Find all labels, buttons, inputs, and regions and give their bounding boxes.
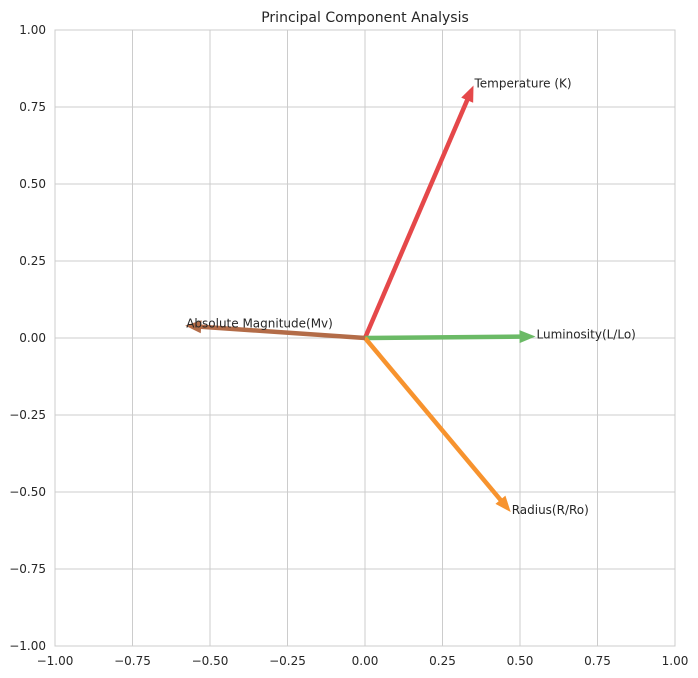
vector-shaft	[363, 336, 504, 503]
vector-labels: Temperature (K) Luminosity(L/Lo) Radius(R/…	[186, 76, 636, 517]
y-tick-label: 0.00	[19, 331, 46, 345]
x-tick-label: −0.75	[114, 654, 151, 668]
vector-label: Temperature (K)	[474, 76, 572, 90]
vector-shaft	[362, 97, 471, 339]
vector-shaft	[364, 334, 522, 341]
vector-shaft	[199, 324, 366, 341]
x-tick-label: −0.50	[192, 654, 229, 668]
y-tick-label: −0.25	[9, 408, 46, 422]
x-tick-label: 0.50	[507, 654, 534, 668]
x-axis-ticks: −1.00 −0.75 −0.50 −0.25 0.00 0.25 0.50 0.75 1.00	[37, 654, 689, 668]
chart-title: Principal Component Analysis	[261, 10, 469, 26]
x-tick-label: −0.25	[269, 654, 306, 668]
loading-vectors	[185, 85, 536, 513]
y-tick-label: −0.50	[9, 485, 46, 499]
x-tick-label: 1.00	[662, 654, 689, 668]
x-tick-label: 0.00	[352, 654, 379, 668]
vector-temperature-k	[362, 85, 474, 339]
y-tick-label: −1.00	[9, 639, 46, 653]
vector-luminosity-l-lo	[364, 330, 536, 344]
vector-absolute-magnitude-mv	[185, 320, 366, 341]
vector-label: Luminosity(L/Lo)	[537, 327, 636, 341]
y-tick-label: −0.75	[9, 562, 46, 576]
y-tick-label: 0.25	[19, 254, 46, 268]
y-tick-label: 1.00	[19, 23, 46, 37]
x-tick-label: 0.75	[584, 654, 611, 668]
vector-label: Absolute Magnitude(Mv)	[186, 317, 333, 331]
vector-radius-r-ro	[363, 336, 511, 513]
vector-label: Radius(R/Ro)	[512, 503, 589, 517]
vector-arrowhead	[461, 85, 474, 103]
plot-frame	[54, 29, 676, 647]
vector-arrowhead	[185, 320, 202, 334]
y-tick-label: 0.75	[19, 100, 46, 114]
y-tick-label: 0.50	[19, 177, 46, 191]
x-tick-label: 0.25	[429, 654, 456, 668]
vector-arrowhead	[519, 330, 536, 344]
x-tick-label: −1.00	[37, 654, 74, 668]
y-axis-ticks: −1.00 −0.75 −0.50 −0.25 0.00 0.25 0.50 0.75 1.00	[9, 23, 46, 653]
vector-arrowhead	[495, 495, 511, 513]
